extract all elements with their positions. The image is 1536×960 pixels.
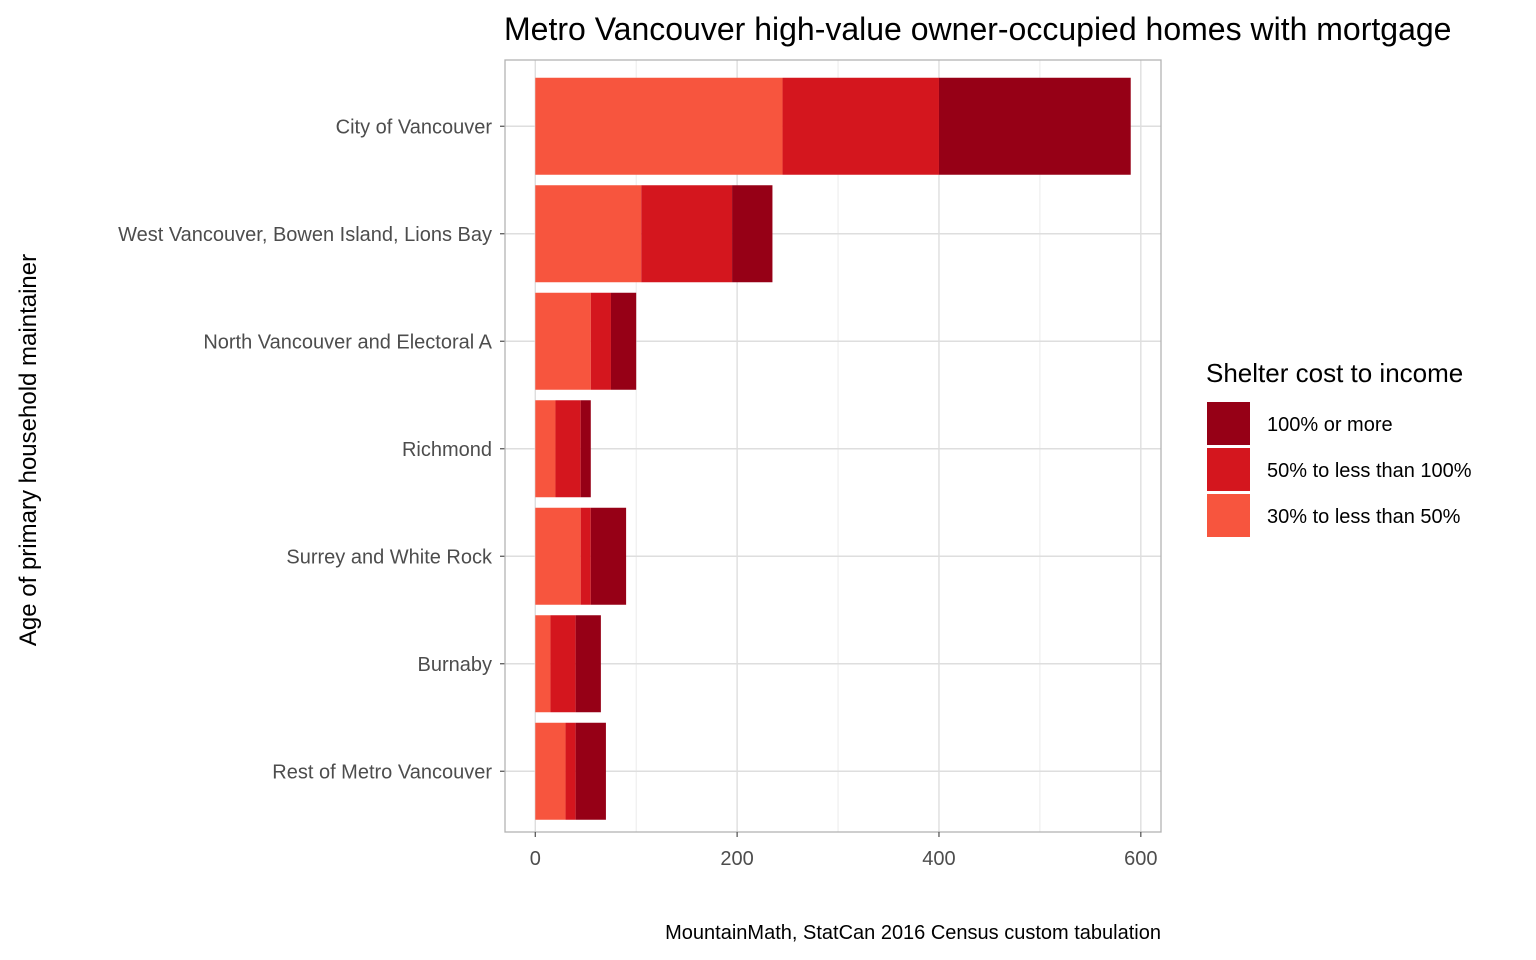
legend-key: [1207, 448, 1250, 491]
bar-segment: [575, 615, 601, 713]
bar-segment: [732, 185, 773, 283]
bar-segment: [535, 507, 581, 605]
bar-segment: [590, 507, 627, 605]
legend-title: Shelter cost to income: [1206, 358, 1463, 388]
bar-segment: [610, 292, 637, 390]
plot-panel: City of Vancouver West Vancouver, Bowen I…: [118, 59, 1162, 870]
x-tick-label: 0: [530, 848, 541, 870]
bar-segment: [575, 722, 606, 820]
panel-background: [505, 60, 1161, 832]
y-axis-label: Age of primary household maintainer: [15, 254, 42, 646]
x-tick-label: 200: [720, 848, 753, 870]
legend: Shelter cost to income 100% or more 50% t…: [1206, 358, 1472, 537]
x-tick-label: 400: [922, 848, 955, 870]
bar-segment: [641, 185, 733, 283]
category-label: West Vancouver, Bowen Island, Lions Bay: [118, 224, 492, 246]
bar-segment: [580, 400, 591, 498]
category-label: Burnaby: [418, 654, 493, 676]
category-label: City of Vancouver: [336, 116, 493, 138]
bar-segment: [782, 77, 939, 175]
bar-segment: [535, 722, 566, 820]
chart-title: Metro Vancouver high-value owner-occupie…: [504, 11, 1451, 47]
chart-caption: MountainMath, StatCan 2016 Census custom…: [665, 922, 1161, 944]
bar-segment: [535, 292, 591, 390]
bar-segment: [535, 615, 551, 713]
category-label: Rest of Metro Vancouver: [272, 761, 492, 783]
legend-label: 100% or more: [1267, 414, 1393, 436]
legend-label: 30% to less than 50%: [1267, 506, 1461, 528]
bar-segment: [590, 292, 611, 390]
category-label: Surrey and White Rock: [286, 546, 493, 568]
bar-segment: [565, 722, 576, 820]
panel-border: [504, 59, 1162, 833]
bar-segment: [535, 185, 642, 283]
legend-key: [1207, 494, 1250, 537]
bar-segment: [580, 507, 591, 605]
bar-segment: [535, 77, 783, 175]
legend-key: [1207, 402, 1250, 445]
bar-segment: [535, 400, 556, 498]
category-label: Richmond: [402, 439, 492, 461]
category-label: North Vancouver and Electoral A: [203, 331, 492, 353]
legend-label: 50% to less than 100%: [1267, 460, 1472, 482]
bar-segment: [550, 615, 576, 713]
x-tick-label: 600: [1124, 848, 1157, 870]
bar-segment: [555, 400, 581, 498]
bar-segment: [938, 77, 1131, 175]
